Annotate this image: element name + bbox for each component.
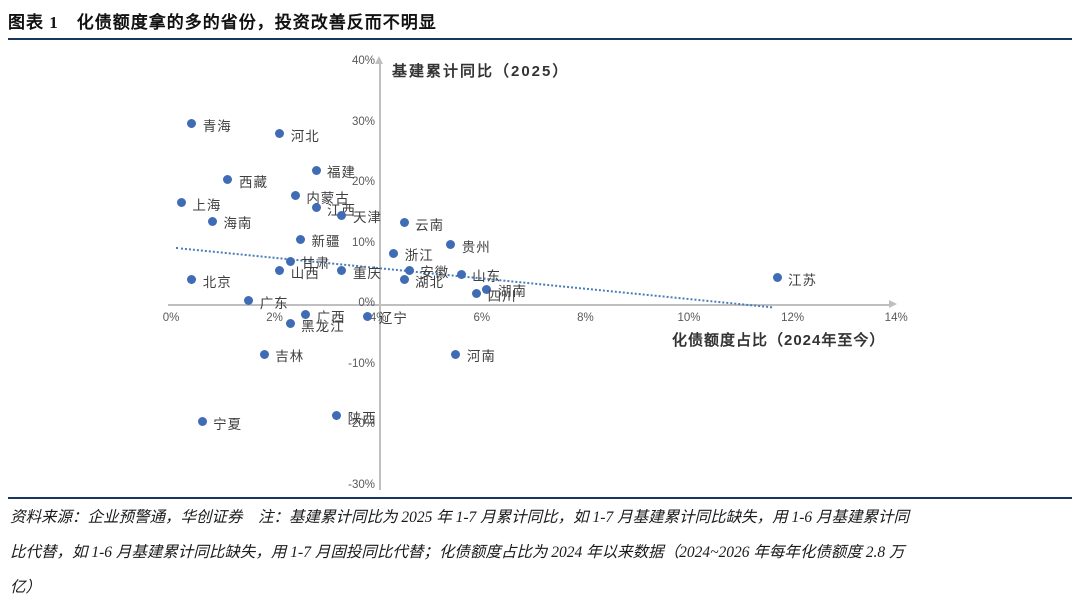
x-tick-label: 4%: [369, 312, 387, 324]
y-tick-label: 10%: [351, 236, 375, 249]
data-point-label: 北京: [202, 274, 232, 290]
x-tick-label: 12%: [781, 312, 805, 324]
footnote-line: 亿）: [10, 579, 42, 596]
data-point-dot: [187, 119, 197, 129]
y-axis-title: 基建累计同比（2025）: [392, 63, 570, 80]
data-point-label: 上海: [192, 197, 222, 213]
data-point-dot: [337, 210, 347, 220]
data-point-label: 广东: [259, 295, 289, 311]
data-point-label: 江西: [327, 199, 356, 219]
data-point-dot: [451, 349, 461, 359]
data-point-label: 山西: [290, 265, 320, 281]
x-tick-label: 6%: [473, 312, 491, 324]
data-point-label: 内蒙古: [306, 190, 350, 206]
data-point-dot: [275, 129, 285, 139]
data-point-dot: [259, 349, 269, 359]
data-point-label: 新疆: [311, 234, 341, 250]
data-point-label: 河南: [466, 349, 496, 365]
data-point-dot: [207, 216, 217, 226]
data-point-label: 陕西: [347, 410, 377, 426]
data-point-label: 贵州: [461, 239, 491, 255]
data-point-label: 湖北: [415, 274, 445, 290]
data-point-dot: [389, 248, 399, 258]
y-axis-arrow-icon: [375, 56, 383, 64]
data-point-label: 甘肃: [301, 256, 331, 272]
data-point-dot: [187, 275, 197, 285]
x-axis-title: 化债额度占比（2024年至今）: [672, 332, 886, 349]
x-tick-label: 2%: [266, 312, 283, 324]
data-point-dot: [311, 203, 321, 213]
data-point-label: 西藏: [238, 174, 268, 190]
data-point-dot: [446, 240, 456, 250]
data-point-dot: [472, 289, 482, 299]
data-point-dot: [296, 234, 305, 244]
data-point-label: 河北: [290, 128, 320, 144]
footnote-line: 比代替，如 1-6 月基建累计同比缺失，用 1-7 月固投同比代替；化债额度占比…: [10, 544, 905, 561]
y-tick-label: -30%: [348, 478, 375, 491]
x-axis-line: [168, 304, 890, 306]
y-tick-label: 20%: [351, 176, 375, 188]
data-point-dot: [301, 310, 311, 320]
data-point-label: 辽宁: [378, 311, 408, 327]
y-tick-label: 0%: [358, 297, 375, 309]
data-point-label: 云南: [415, 217, 445, 233]
x-axis-arrow-icon: [889, 300, 897, 308]
y-tick-label: -20%: [348, 418, 375, 430]
data-point-dot: [275, 266, 285, 276]
data-point-label: 浙江: [404, 248, 434, 264]
data-point-label: 重庆: [352, 265, 382, 281]
data-point-label: 海南: [223, 216, 253, 232]
y-tick-label: 30%: [351, 115, 375, 128]
data-point-label: 安徽: [420, 265, 450, 281]
y-tick-label: 40%: [351, 55, 375, 67]
x-tick-label: 10%: [677, 312, 701, 324]
title-divider: [8, 38, 1072, 40]
data-point-label: 黑龙江: [301, 318, 345, 334]
data-point-dot: [223, 175, 233, 185]
data-point-dot: [337, 266, 347, 276]
data-point-label: 青海: [202, 118, 232, 134]
x-tick-label: 14%: [884, 312, 908, 324]
data-point-label: 广西: [316, 309, 346, 325]
data-point-label: 天津: [352, 210, 382, 226]
data-point-dot: [332, 411, 342, 421]
data-point-dot: [482, 284, 492, 294]
data-point-dot: [772, 273, 782, 283]
footnote-line: 资料来源：企业预警通，华创证券 注：基建累计同比为 2025 年 1-7 月累计…: [10, 509, 909, 526]
data-point-dot: [290, 191, 300, 201]
data-point-dot: [285, 256, 295, 266]
data-point-dot: [399, 218, 409, 228]
data-point-dot: [404, 265, 414, 275]
data-point-label: 宁夏: [213, 416, 243, 432]
data-point-dot: [311, 165, 321, 175]
data-point-dot: [285, 319, 295, 329]
figure-title: 图表 1 化债额度拿的多的省份，投资改善反而不明显: [8, 13, 437, 32]
data-point-dot: [456, 269, 466, 279]
x-tick-label: 0%: [162, 312, 180, 324]
data-point-label: 江苏: [788, 272, 818, 288]
data-point-label: 湖南: [497, 284, 527, 300]
data-point-dot: [197, 417, 207, 427]
data-point-label: 吉林: [275, 349, 305, 365]
y-tick-label: -10%: [348, 357, 375, 370]
data-point-label: 福建: [327, 165, 357, 181]
data-point-label: 山东: [472, 269, 502, 285]
y-axis-line: [379, 64, 381, 490]
data-point-dot: [399, 275, 409, 285]
footnote-divider: [8, 497, 1072, 499]
data-point-dot: [244, 296, 254, 306]
data-point-dot: [176, 198, 186, 208]
data-point-dot: [363, 311, 373, 321]
data-point-label: 四川: [487, 288, 517, 304]
x-tick-label: 8%: [577, 312, 594, 324]
